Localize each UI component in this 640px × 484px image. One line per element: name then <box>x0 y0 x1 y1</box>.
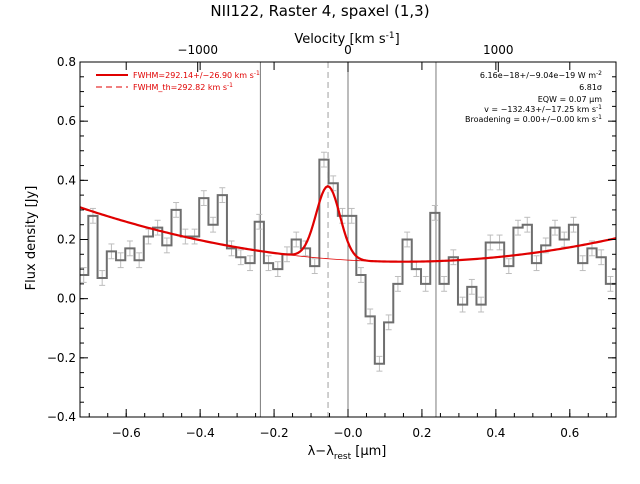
legend: FWHM=292.14+/−26.90 km s-1 FWHM_th=292.8… <box>96 70 260 92</box>
axes <box>79 61 617 418</box>
y-tick-label: 0.8 <box>57 55 76 69</box>
data-histogram <box>80 158 616 365</box>
annotation-flux: 6.16e−18+/−9.04e−19 W m-2 <box>480 70 602 80</box>
x-tick-label: 0.6 <box>560 426 579 440</box>
x-tick-label: −0.2 <box>259 426 288 440</box>
chart-title: NII122, Raster 4, spaxel (1,3) <box>210 2 429 20</box>
error-bars <box>80 151 614 372</box>
y-tick-label: 0.2 <box>57 233 76 247</box>
top-tick-label: −1000 <box>177 43 218 57</box>
x-axis-label: λ−λrest [μm] <box>308 444 387 462</box>
annotation-velocity: v = −132.43+/−17.25 km s-1 <box>484 104 602 114</box>
fit-curve <box>79 185 617 263</box>
top-tick-label: 1000 <box>483 43 514 57</box>
y-tick-label: 0.0 <box>57 292 76 306</box>
x-tick-label: 0.4 <box>486 426 505 440</box>
y-tick-label: 0.4 <box>57 173 76 187</box>
x-tick-label: −0.4 <box>186 426 215 440</box>
legend-label-th: FWHM_th=292.82 km s-1 <box>133 82 233 92</box>
data-step-line <box>80 158 616 365</box>
y-tick-label: −0.2 <box>47 351 76 365</box>
y-tick-label: 0.6 <box>57 114 76 128</box>
annotation-broadening: Broadening = 0.00+/−0.00 km s-1 <box>465 114 602 124</box>
fit-annotations: 6.16e−18+/−9.04e−19 W m-2 6.81σ EQW = 0.… <box>465 70 602 124</box>
y-tick-label: −0.4 <box>47 410 76 424</box>
tick-labels: −0.6 −0.4 −0.2 −0.0 0.2 0.4 0.6 −0.4 −0.2 0.0 0.2 0… <box>47 43 579 440</box>
top-tick-label: 0 <box>344 43 352 57</box>
fit-line <box>79 185 617 263</box>
annotation-eqw: EQW = 0.07 μm <box>538 95 602 104</box>
legend-label-fit: FWHM=292.14+/−26.90 km s-1 <box>133 70 260 80</box>
x-tick-label: 0.2 <box>412 426 431 440</box>
x-tick-label: −0.0 <box>333 426 362 440</box>
x-tick-label: −0.6 <box>112 426 141 440</box>
y-axis-label: Flux density [Jy] <box>24 186 39 291</box>
annotation-snr: 6.81σ <box>579 83 602 92</box>
top-axis-label: Velocity [km s-1] <box>294 31 399 47</box>
